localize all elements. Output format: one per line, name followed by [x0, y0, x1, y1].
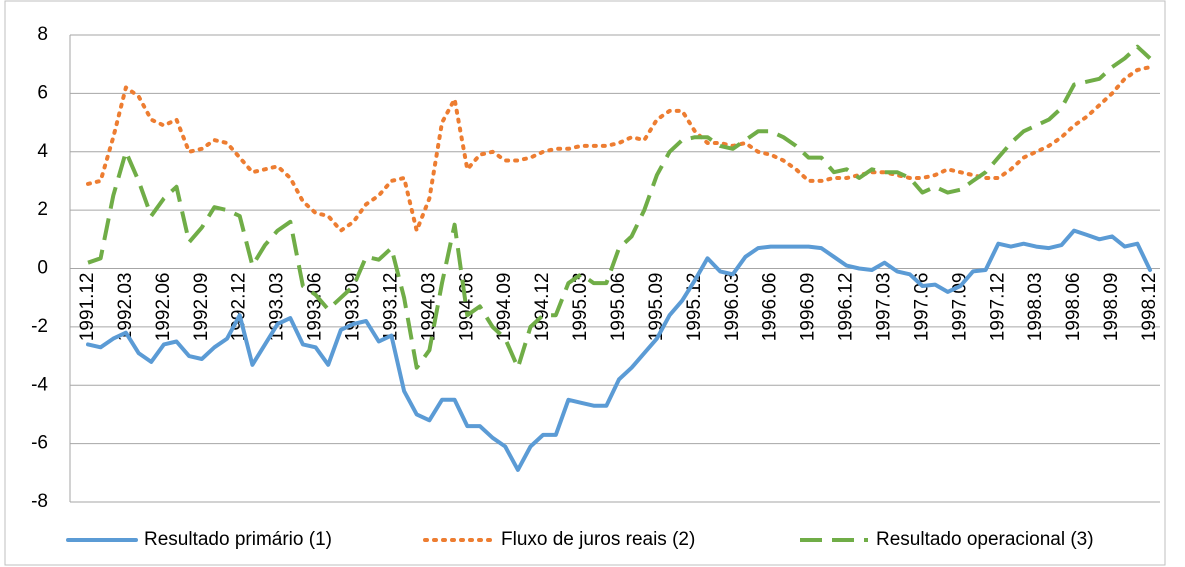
series-line	[86, 65, 1152, 233]
x-tick-label: 1992.03	[115, 273, 136, 342]
x-tick-label: 1996.09	[798, 273, 819, 342]
x-tick-label: 1995.09	[646, 273, 667, 342]
legend-label: Resultado primário (1)	[144, 529, 332, 550]
x-tick-label: 1993.03	[267, 273, 288, 342]
y-tick-label: -6	[31, 433, 48, 454]
x-tick-label: 1997.03	[874, 273, 895, 342]
series-line	[87, 44, 1152, 370]
legend-label: Fluxo de juros reais (2)	[501, 529, 695, 550]
x-tick-label: 1994.06	[456, 273, 477, 342]
y-tick-label: -4	[31, 374, 48, 395]
y-tick-label: -8	[31, 491, 48, 512]
x-tick-label: 1991.12	[77, 273, 98, 342]
x-tick-label: 1994.09	[494, 273, 515, 342]
x-tick-label: 1993.06	[305, 273, 326, 342]
y-tick-label: 0	[37, 258, 48, 279]
x-tick-label: 1998.12	[1139, 273, 1160, 342]
x-tick-label: 1998.03	[1025, 273, 1046, 342]
y-tick-label: 4	[37, 141, 48, 162]
x-tick-label: 1996.12	[836, 273, 857, 342]
series-line	[86, 228, 1152, 472]
chart-border	[4, 0, 1166, 566]
x-tick-label: 1994.12	[532, 273, 553, 342]
x-tick-label: 1992.06	[153, 273, 174, 342]
x-tick-label: 1995.06	[608, 273, 629, 342]
x-tick-label: 1998.06	[1063, 273, 1084, 342]
legend-label: Resultado operacional (3)	[876, 529, 1094, 550]
x-tick-label: 1997.09	[949, 273, 970, 342]
x-tick-label: 1998.09	[1101, 273, 1122, 342]
x-tick-label: 1995.03	[570, 273, 591, 342]
y-tick-label: -2	[31, 316, 48, 337]
x-tick-label: 1997.06	[911, 273, 932, 342]
x-tick-label: 1993.12	[380, 273, 401, 342]
y-tick-label: 6	[37, 82, 48, 103]
x-tick-label: 1993.09	[343, 273, 364, 342]
y-tick-label: 8	[37, 24, 48, 45]
y-tick-label: 2	[37, 199, 48, 220]
x-tick-label: 1992.09	[191, 273, 212, 342]
x-tick-label: 1996.03	[722, 273, 743, 342]
x-tick-label: 1997.12	[987, 272, 1008, 341]
x-tick-label: 1996.06	[760, 273, 781, 342]
